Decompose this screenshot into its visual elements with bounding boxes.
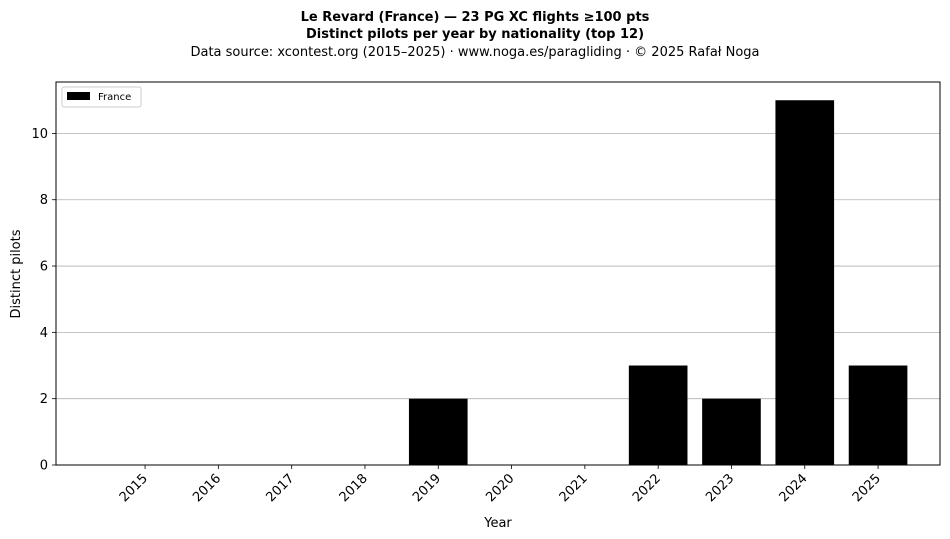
y-tick-label: 6 (40, 260, 48, 275)
x-tick-label-2022: 2022 (630, 471, 664, 505)
bar-2022 (628, 365, 688, 465)
x-tick-label-2021: 2021 (557, 471, 591, 505)
x-tick-label-2019: 2019 (410, 471, 444, 505)
y-tick-label: 2 (40, 392, 48, 407)
x-axis: 2015 2016 2017 2018 2019 2020 2021 2022 2023 2024… (117, 465, 884, 505)
x-axis-label: Year (483, 516, 512, 531)
chart-title-line2: Distinct pilots per year by nationality … (306, 27, 644, 42)
x-tick-label-2017: 2017 (263, 471, 297, 505)
chart-title-line1: Le Revard (France) — 23 PG XC flights ≥1… (301, 10, 650, 25)
x-tick-label-2024: 2024 (777, 471, 811, 505)
bar-2024 (775, 100, 835, 465)
bar-2025 (848, 365, 908, 465)
bars (408, 100, 908, 465)
legend: France (61, 86, 142, 108)
y-axis: 0 2 4 6 8 10 (31, 127, 56, 474)
plot-frame (55, 81, 941, 466)
legend-swatch-france (67, 92, 90, 100)
x-tick-label-2018: 2018 (337, 471, 371, 505)
x-tick-label-2020: 2020 (483, 471, 517, 505)
y-axis-label: Distinct pilots (9, 229, 24, 318)
bar-2019 (408, 398, 468, 465)
chart-subtitle: Data source: xcontest.org (2015–2025) · … (190, 45, 759, 60)
y-tick-label: 10 (31, 127, 48, 142)
x-tick-label-2015: 2015 (117, 471, 151, 505)
legend-label-france: France (98, 92, 131, 103)
bar-2023 (702, 398, 761, 465)
x-tick-label-2025: 2025 (850, 471, 884, 505)
x-tick-label-2016: 2016 (190, 471, 224, 505)
y-tick-label: 4 (40, 326, 48, 341)
y-tick-label: 0 (40, 459, 48, 474)
x-tick-label-2023: 2023 (703, 471, 737, 505)
y-tick-label: 8 (40, 193, 48, 208)
